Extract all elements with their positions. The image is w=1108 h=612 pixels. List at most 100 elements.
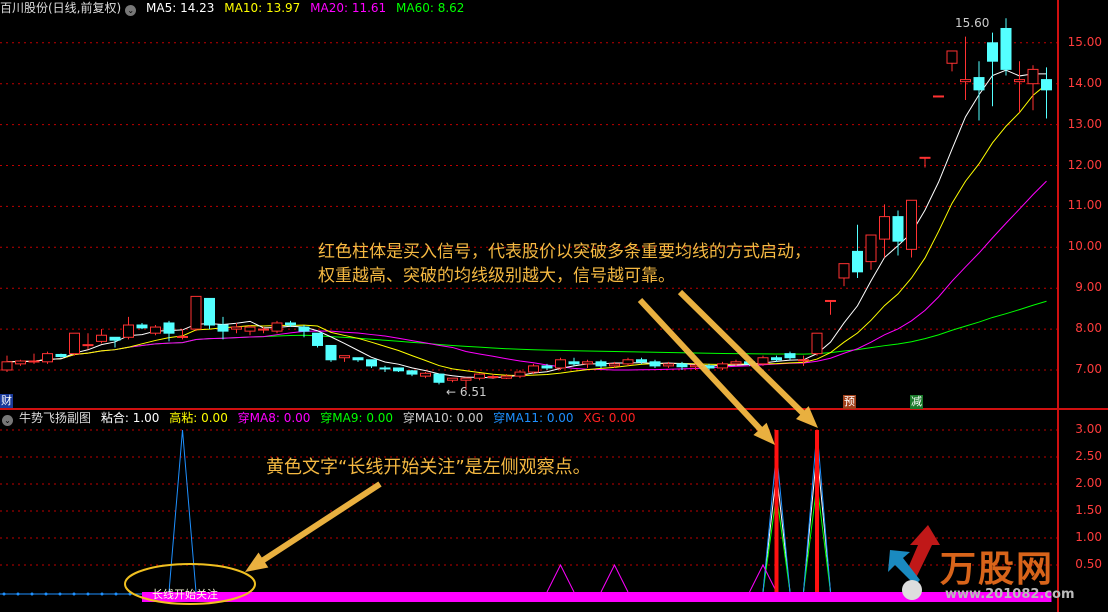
sub-title: 牛势飞扬副图	[19, 411, 92, 425]
candle-body	[217, 324, 229, 332]
xg-buy-bar	[815, 430, 819, 592]
ma20-value: MA20: 11.61	[310, 1, 387, 15]
candle-body	[123, 324, 134, 338]
ma20-line	[6, 180, 1047, 371]
chevron-down-icon[interactable]: ⌄	[125, 5, 137, 16]
candle-body	[352, 357, 364, 361]
candle-body	[393, 367, 404, 372]
candle-body	[1014, 79, 1025, 83]
baseline-dot	[2, 592, 6, 596]
candle-body	[204, 297, 215, 326]
candle-body	[55, 353, 67, 358]
candle-body	[339, 355, 350, 359]
sub-tick: 1.00	[1075, 530, 1102, 544]
baseline-dot	[72, 592, 76, 596]
logo-mascot	[902, 580, 922, 600]
baseline-dot	[44, 592, 48, 596]
sub-tick: 3.00	[1075, 422, 1102, 436]
chevron-down-icon[interactable]: ⌄	[2, 415, 13, 426]
candle-body	[730, 361, 742, 365]
low-price-value: 6.51	[459, 385, 487, 399]
annotation-arrow	[637, 297, 775, 445]
indicator-spike	[749, 563, 777, 593]
candle-body	[528, 365, 539, 373]
candle-body	[919, 156, 931, 159]
candle-body	[271, 322, 283, 332]
price-tick: 11.00	[1067, 198, 1102, 213]
candle-body	[82, 344, 94, 347]
price-tick: 9.00	[1075, 280, 1102, 295]
candle-body	[838, 263, 850, 279]
candle-body	[15, 360, 26, 365]
candle-body	[231, 326, 242, 330]
gn-value: 高粘: 0.00	[169, 411, 228, 425]
cai-badge[interactable]: 财	[0, 394, 13, 408]
jian-badge[interactable]: 减	[910, 395, 923, 409]
candle-body	[1, 361, 13, 371]
candle-body	[177, 335, 188, 338]
ma60-line	[6, 300, 1047, 363]
candle-body	[258, 328, 269, 331]
ma60-value: MA60: 8.62	[396, 1, 465, 15]
candle-body	[960, 79, 971, 83]
candle-body	[568, 361, 580, 365]
logo: 万股网	[940, 549, 1055, 590]
candle-body	[784, 353, 796, 359]
candle-body	[28, 360, 40, 363]
price-tick: 7.00	[1075, 362, 1102, 376]
candle-body	[595, 361, 607, 367]
annotation-line-1: 红色柱体是买入信号，代表股价以突破多条重要均线的方式启动，	[318, 242, 811, 262]
ma10-value: MA10: 13.97	[224, 1, 301, 15]
annotation-yellow-text: 黄色文字“长线开始关注”是左侧观察点。	[266, 457, 591, 478]
xg-value: XG: 0.00	[583, 411, 636, 425]
ma10-cross-value: 穿MA10: 0.00	[402, 411, 484, 425]
logo-arrow-red	[905, 525, 940, 580]
highlight-ellipse	[124, 563, 256, 605]
candle-body	[771, 357, 782, 361]
ma9-value: 穿MA9: 0.00	[320, 411, 394, 425]
long-term-band	[142, 592, 1052, 602]
baseline-dot	[114, 592, 118, 596]
sub-tick: 1.50	[1075, 503, 1102, 517]
candle-body	[487, 376, 499, 379]
candle-body	[717, 363, 728, 369]
indicator-spike	[168, 429, 197, 593]
annotation-line-2: 权重越高、突破的均线级别越大，信号越可靠。	[318, 266, 675, 286]
low-price-label: ← 6.51	[446, 385, 487, 399]
candle-body	[136, 324, 148, 329]
price-tick: 15.00	[1067, 34, 1102, 49]
candle-body	[42, 353, 53, 363]
high-price-label: 15.60	[955, 16, 990, 30]
price-tick: 8.00	[1075, 321, 1102, 336]
candle-body	[555, 359, 566, 369]
ma11-value: 穿MA11: 0.00	[493, 411, 574, 425]
candle-body	[433, 373, 445, 383]
baseline-dot	[86, 592, 90, 596]
annotation-arrow	[677, 289, 818, 428]
sub-chart-header: ⌄ 牛势飞扬副图 粘合: 1.00 高粘: 0.00 穿MA8: 0.00 穿MA…	[0, 410, 641, 427]
baseline-dot	[58, 592, 62, 596]
baseline-dot	[16, 592, 20, 596]
stock-title: 百川股份(日线,前复权)	[0, 1, 122, 15]
price-tick: 12.00	[1067, 157, 1102, 172]
candle-body	[582, 361, 593, 365]
candle-body	[69, 332, 80, 355]
yu-badge[interactable]: 预	[843, 395, 856, 409]
indicator-spike	[600, 563, 629, 593]
candle-body	[1027, 68, 1039, 85]
candle-body	[460, 377, 472, 381]
candle-body	[190, 295, 202, 330]
candle-body	[447, 377, 458, 381]
nh-value: 粘合: 1.00	[100, 411, 160, 425]
candle-body	[946, 50, 958, 64]
candle-body	[163, 322, 175, 334]
sub-tick: 2.00	[1075, 476, 1102, 490]
candle-body	[244, 326, 256, 332]
candle-body	[474, 373, 485, 379]
candle-body	[973, 77, 985, 91]
ma8-value: 穿MA8: 0.00	[237, 411, 311, 425]
candle-body	[1041, 79, 1052, 91]
candle-body	[906, 199, 917, 250]
candle-body	[312, 332, 323, 346]
